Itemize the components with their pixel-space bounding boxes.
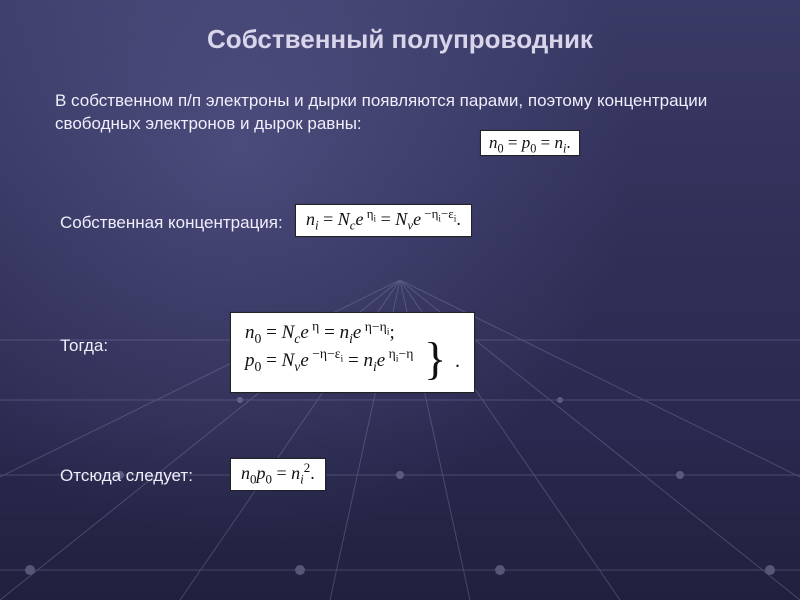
label-hence: Отсюда следует: (60, 465, 193, 488)
slide: Собственный полупроводник В собственном … (0, 0, 800, 600)
formula-equal-concentrations: n0 = p0 = ni. (480, 130, 580, 156)
formula-mass-action-content: n0p0 = ni2. (241, 463, 315, 483)
formula-n0-p0-system: n0 = Nce η = nie η−ηi; p0 = Nve −η−εi = … (230, 312, 475, 393)
label-intrinsic-concentration: Собственная концентрация: (60, 212, 283, 235)
formula-intrinsic-concentration: ni = Nce ηi = Nve −ηi−εi. (295, 204, 472, 237)
formula-mass-action: n0p0 = ni2. (230, 458, 326, 491)
period-icon: . (455, 347, 460, 376)
right-brace-icon: } (424, 336, 446, 382)
intro-paragraph: В собственном п/п электроны и дырки появ… (55, 90, 745, 136)
formula-system-line2: p0 = Nve −η−εi = nie ηi−η (245, 350, 413, 371)
formula-intrinsic-content: ni = Nce ηi = Nve −ηi−εi. (306, 209, 461, 229)
slide-title: Собственный полупроводник (0, 24, 800, 55)
formula-system-line1: n0 = Nce η = nie η−ηi; (245, 322, 395, 343)
label-then: Тогда: (60, 335, 108, 358)
